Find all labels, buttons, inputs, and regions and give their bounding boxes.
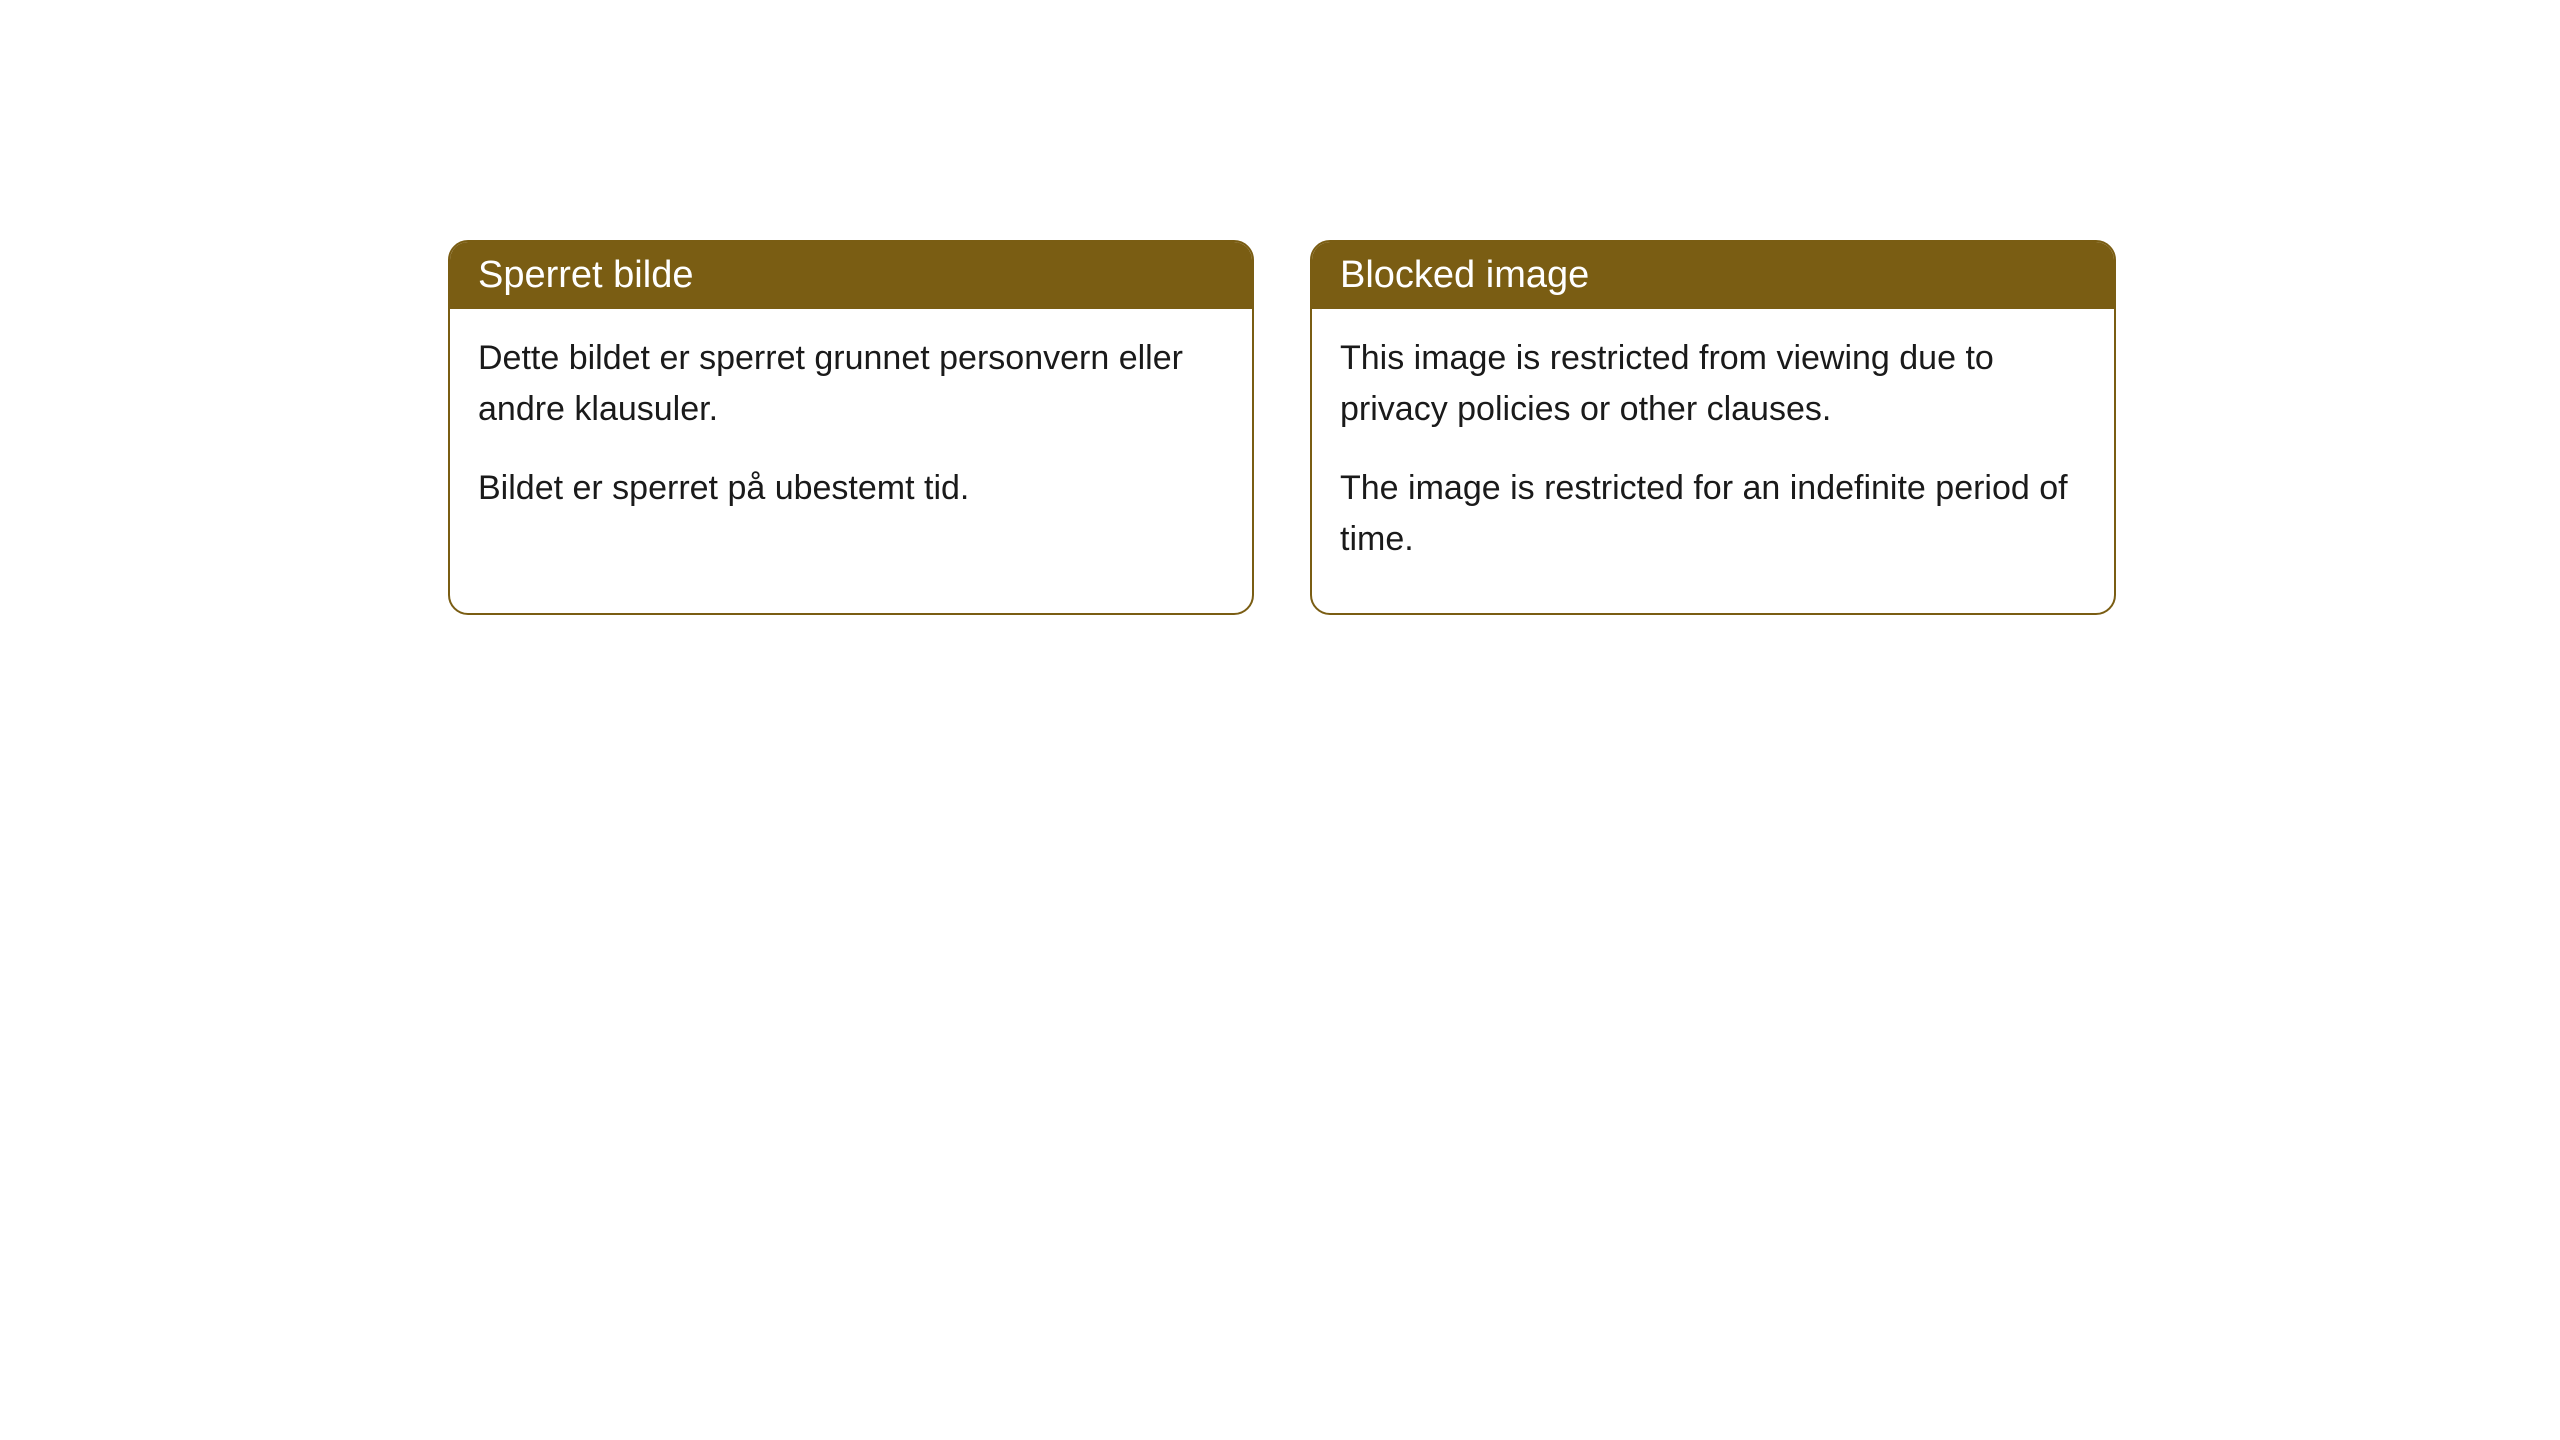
card-title-english: Blocked image bbox=[1340, 254, 1589, 296]
card-title-norwegian: Sperret bilde bbox=[478, 254, 693, 296]
card-body-norwegian: Dette bildet er sperret grunnet personve… bbox=[450, 309, 1252, 562]
blocked-image-card-norwegian: Sperret bilde Dette bildet er sperret gr… bbox=[448, 240, 1254, 615]
card-text-norwegian-1: Dette bildet er sperret grunnet personve… bbox=[478, 333, 1224, 435]
card-text-norwegian-2: Bildet er sperret på ubestemt tid. bbox=[478, 463, 1224, 514]
card-body-english: This image is restricted from viewing du… bbox=[1312, 309, 2114, 613]
blocked-image-card-english: Blocked image This image is restricted f… bbox=[1310, 240, 2116, 615]
card-header-norwegian: Sperret bilde bbox=[450, 242, 1252, 309]
card-text-english-2: The image is restricted for an indefinit… bbox=[1340, 463, 2086, 565]
card-text-english-1: This image is restricted from viewing du… bbox=[1340, 333, 2086, 435]
notice-cards-container: Sperret bilde Dette bildet er sperret gr… bbox=[448, 240, 2116, 615]
card-header-english: Blocked image bbox=[1312, 242, 2114, 309]
